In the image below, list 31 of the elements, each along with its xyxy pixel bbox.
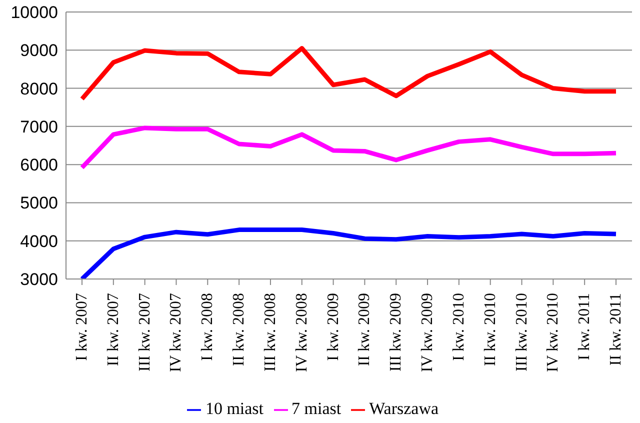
x-tick-label: I kw. 2008: [199, 293, 216, 361]
legend-label: 7 miast: [292, 399, 342, 418]
y-tick-label: 8000: [20, 79, 58, 98]
x-tick-label: I kw. 2010: [450, 293, 468, 361]
y-tick-label: 4000: [20, 232, 58, 251]
y-tick-label: 6000: [20, 156, 58, 175]
x-tick-label: III kw. 2008: [262, 293, 279, 372]
x-tick-label: II kw. 2011: [608, 293, 624, 366]
x-tick-label: II kw. 2008: [230, 293, 248, 366]
x-tick-label: I kw. 2009: [324, 293, 342, 361]
x-tick-label: III kw. 2009: [388, 293, 405, 372]
x-tick-label: IV kw. 2010: [544, 293, 562, 372]
legend-label: 10 miast: [205, 399, 264, 418]
x-tick-label: III kw. 2010: [513, 293, 530, 372]
x-tick-label: II kw. 2007: [104, 293, 122, 366]
x-tick-label: III kw. 2007: [136, 293, 154, 372]
x-tick-label: IV kw. 2007: [168, 293, 185, 372]
y-tick-label: 10000: [10, 3, 58, 22]
x-tick-label: I kw. 2011: [576, 293, 594, 360]
y-tick-label: 7000: [20, 117, 58, 136]
y-tick-label: 5000: [20, 194, 58, 213]
x-tick-label: IV kw. 2008: [293, 293, 310, 372]
x-tick-label: II kw. 2009: [356, 293, 374, 366]
line-series: [80, 228, 618, 279]
y-tick-label: 9000: [20, 41, 58, 60]
x-tick-label: II kw. 2010: [482, 293, 499, 366]
line-series: [80, 126, 618, 170]
x-tick-label: IV kw. 2009: [419, 293, 436, 372]
legend-label: Warszawa: [369, 399, 439, 418]
x-tick-label: I kw. 2007: [74, 293, 90, 361]
y-tick-label: 3000: [20, 270, 58, 290]
